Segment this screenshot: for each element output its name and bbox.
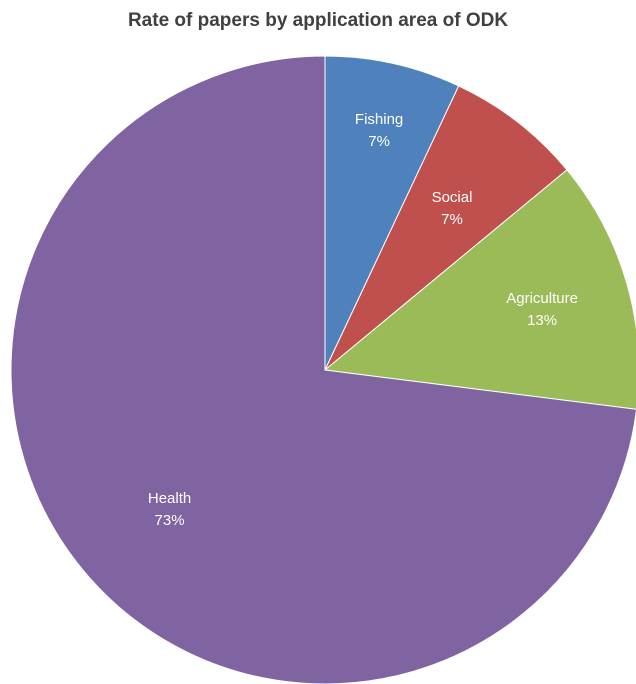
pie-labels: Fishing 7% Social 7% Agriculture 13% Health 73% [148, 111, 578, 529]
slice-value-agriculture: 13% [527, 312, 557, 329]
pie-slices [10, 55, 636, 684]
slice-label-fishing: Fishing [355, 111, 403, 128]
pie-slice-agriculture [323, 169, 636, 410]
pie-slice-social [324, 85, 568, 371]
pie-slice-fishing [324, 55, 460, 371]
pie-slice-health [10, 55, 636, 684]
slice-label-social: Social [432, 189, 473, 206]
slice-label-health: Health [148, 490, 191, 507]
slice-label-agriculture: Agriculture [506, 290, 578, 307]
chart-title: Rate of papers by application area of OD… [127, 10, 509, 31]
slice-value-health: 73% [155, 512, 185, 529]
slice-value-social: 7% [441, 211, 463, 228]
slice-value-fishing: 7% [368, 133, 390, 150]
